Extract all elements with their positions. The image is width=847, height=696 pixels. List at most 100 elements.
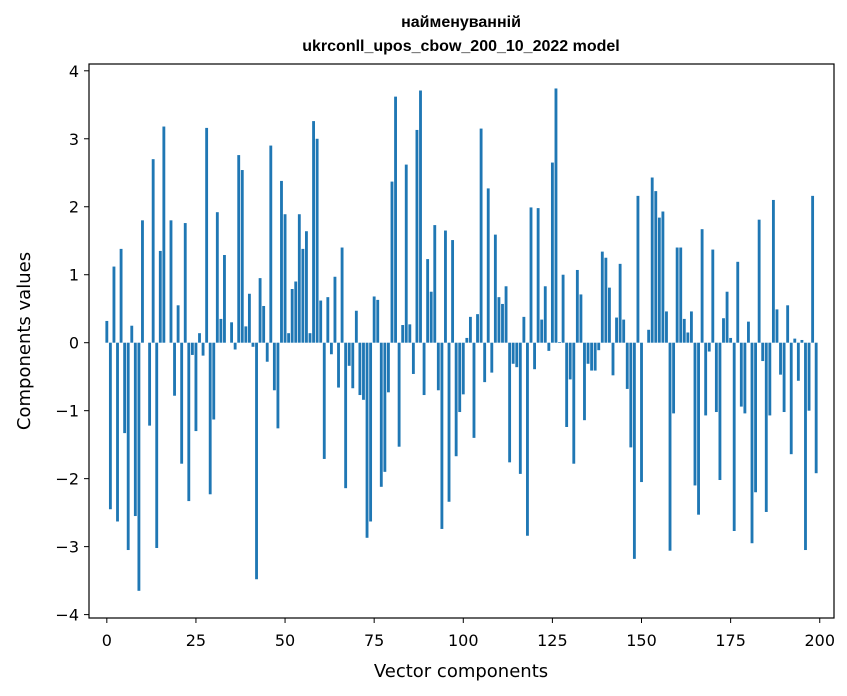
bar	[529, 207, 533, 343]
bar	[105, 320, 109, 343]
y-tick-label: −1	[55, 402, 79, 421]
bar	[258, 278, 262, 343]
bar	[308, 333, 312, 343]
bar	[793, 338, 797, 343]
bar	[483, 342, 487, 383]
bar	[130, 325, 134, 343]
bar	[305, 231, 308, 343]
bar	[312, 121, 315, 343]
bar	[344, 342, 348, 489]
bar	[508, 342, 512, 463]
bar	[223, 255, 226, 343]
bar	[686, 332, 690, 343]
bar	[629, 342, 633, 448]
bar	[657, 217, 661, 343]
bar	[365, 342, 369, 538]
bar	[796, 342, 800, 381]
x-tick-label: 175	[715, 631, 746, 650]
bar	[194, 342, 198, 432]
x-axis-ticks: 0 25 50 75 100 125 150 175 200	[102, 618, 835, 650]
bar	[358, 342, 362, 396]
bar	[468, 316, 472, 343]
bar	[123, 342, 127, 434]
bar	[814, 342, 818, 474]
bar	[155, 342, 159, 548]
y-axis-ticks: −4 −3 −2 −1 0 1 2 3 4	[55, 62, 89, 625]
bar	[255, 342, 258, 580]
bar	[408, 324, 412, 343]
bar	[547, 342, 551, 351]
x-tick-label: 125	[537, 631, 568, 650]
bar	[219, 318, 223, 343]
bar	[173, 342, 176, 396]
bar	[718, 342, 722, 481]
bar	[486, 188, 490, 343]
bar	[650, 177, 654, 343]
bar	[722, 318, 725, 343]
bar	[789, 342, 793, 455]
bar	[700, 229, 704, 343]
bar	[387, 342, 390, 393]
bar	[501, 303, 504, 343]
bar	[679, 247, 683, 343]
bar	[511, 342, 515, 364]
bar	[283, 214, 287, 343]
y-axis-label: Components values	[14, 252, 35, 430]
bar	[665, 311, 668, 343]
bar	[247, 293, 251, 343]
bar	[376, 299, 380, 343]
bar	[287, 333, 291, 343]
bar	[739, 342, 743, 407]
bar	[597, 342, 601, 351]
bar	[754, 342, 757, 493]
bar	[583, 342, 586, 421]
bar	[240, 170, 244, 343]
bar	[294, 281, 298, 343]
bar	[351, 342, 355, 389]
bar	[490, 342, 494, 373]
bar	[786, 305, 790, 343]
bar	[782, 342, 786, 413]
bar	[433, 225, 437, 343]
y-tick-label: 0	[69, 334, 79, 353]
bar	[326, 297, 330, 343]
bar	[180, 342, 184, 464]
bar	[390, 181, 394, 343]
bar	[672, 342, 676, 414]
plot-frame	[88, 63, 835, 619]
bar	[444, 230, 447, 343]
bar	[533, 342, 536, 370]
bar	[636, 195, 640, 343]
bar	[137, 342, 141, 591]
bar	[604, 257, 608, 343]
bar	[625, 342, 629, 389]
bar	[411, 342, 415, 374]
x-tick-label: 25	[186, 631, 206, 650]
x-tick-label: 75	[364, 631, 384, 650]
bar	[807, 342, 811, 411]
bar	[458, 342, 462, 413]
bar	[476, 314, 479, 343]
bar	[615, 317, 618, 343]
bar	[354, 310, 358, 343]
bar	[750, 342, 754, 544]
bar	[337, 342, 340, 388]
bar	[608, 287, 611, 343]
bar	[297, 214, 301, 343]
bar	[661, 211, 665, 343]
bar	[618, 263, 622, 343]
bar	[497, 297, 501, 343]
bar	[183, 223, 187, 343]
bar	[440, 342, 444, 529]
bar	[447, 342, 451, 502]
bar	[493, 234, 497, 343]
bar	[647, 329, 651, 343]
bar	[479, 128, 483, 343]
bar	[265, 342, 269, 362]
bar	[590, 342, 594, 371]
bar	[362, 342, 365, 400]
bar	[504, 286, 508, 343]
bar	[133, 342, 137, 517]
bar	[697, 342, 700, 515]
bar	[162, 126, 166, 343]
